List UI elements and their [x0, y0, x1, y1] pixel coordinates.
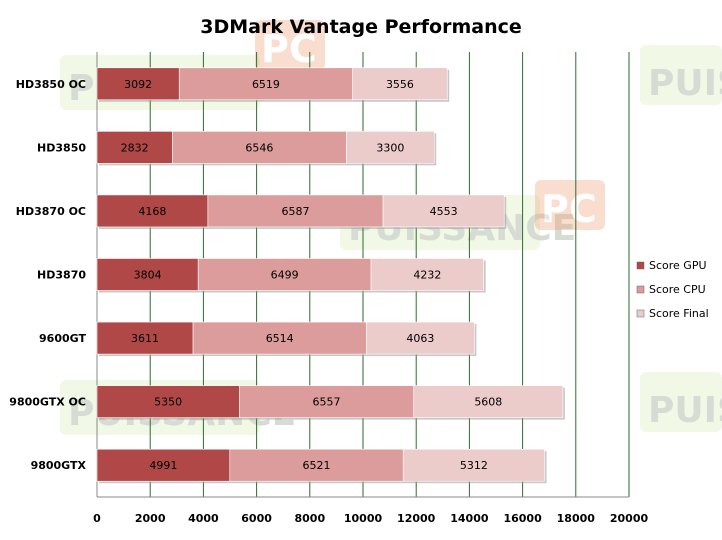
- x-tick-label: 12000: [397, 512, 436, 525]
- bar: [96, 131, 173, 164]
- bar: [96, 194, 209, 228]
- watermark-text: PUIS: [648, 390, 722, 431]
- legend: Score GPU Score CPU Score Final: [636, 259, 709, 320]
- bar-value-label: 3092: [124, 78, 152, 91]
- watermark-partial-1: PUIS: [640, 45, 722, 105]
- watermark-pc-box: [255, 20, 325, 70]
- x-tick-label: 16000: [503, 512, 542, 525]
- x-tick-label: 18000: [557, 512, 596, 525]
- legend-label: Score CPU: [649, 283, 706, 296]
- x-tick-label: 2000: [135, 512, 166, 525]
- watermark-pc-text: PC: [261, 27, 317, 71]
- bar-value-label: 6519: [252, 78, 280, 91]
- bar: [382, 194, 505, 228]
- category-labels: HD3850 OC HD3850 HD3870 OC HD3870 9600GT 9800…: [9, 78, 86, 472]
- bar-value-label: 4168: [138, 205, 166, 218]
- bar: [172, 131, 347, 164]
- chart-title: 3DMark Vantage Performance: [200, 16, 522, 38]
- x-tick-label: 6000: [241, 512, 272, 525]
- watermark-pc-1: PC: [255, 20, 325, 71]
- category-label: HD3870: [37, 269, 86, 282]
- bar: [413, 385, 564, 418]
- watermark-text: PUIS: [648, 63, 722, 104]
- legend-label: Score GPU: [649, 259, 707, 272]
- bar: [402, 448, 545, 482]
- legend-swatch: [636, 261, 645, 270]
- watermark-pc-text: PC: [541, 187, 597, 231]
- bar: [96, 258, 199, 291]
- legend-label: Score Final: [649, 307, 709, 320]
- watermark-pc-box: [535, 180, 605, 230]
- bar: [207, 194, 384, 228]
- bar-value-label: 4991: [149, 459, 177, 472]
- watermark-partial-2: PUIS: [640, 372, 722, 432]
- category-label: 9800GTX: [31, 459, 87, 472]
- bar: [229, 448, 404, 482]
- bar: [197, 258, 372, 291]
- x-tick-label: 0: [93, 512, 101, 525]
- category-label: HD3870 OC: [16, 205, 86, 218]
- bar-value-label: 6514: [266, 332, 294, 345]
- bar: [352, 67, 448, 101]
- bar-value-label: 4232: [413, 269, 441, 282]
- bar-value-label: 3300: [376, 141, 404, 154]
- x-tick-label: 20000: [610, 512, 649, 525]
- bars: 3092 6519 3556 2832 6546 3300 4168 6587 4553 3804…: [96, 67, 565, 484]
- watermark-box: [640, 372, 722, 432]
- category-label: HD3850 OC: [16, 78, 86, 91]
- category-label: 9800GTX OC: [9, 396, 86, 409]
- watermark-pc-2: PC: [535, 180, 605, 231]
- bar-value-label: 6546: [245, 141, 273, 154]
- bar-value-label: 6587: [281, 205, 309, 218]
- bar: [96, 385, 240, 418]
- category-label: 9600GT: [39, 332, 86, 345]
- bar-value-label: 5350: [154, 396, 182, 409]
- legend-swatch: [636, 309, 645, 318]
- bar-value-label: 3804: [134, 269, 162, 282]
- watermark-box: [640, 45, 722, 105]
- bar: [346, 131, 435, 164]
- x-tick-label: 14000: [450, 512, 489, 525]
- x-tick-label: 10000: [344, 512, 383, 525]
- category-label: HD3850: [37, 141, 86, 154]
- bar-value-label: 2832: [121, 141, 149, 154]
- bar: [192, 321, 367, 355]
- bar-value-label: 6499: [271, 269, 299, 282]
- x-tick-label: 8000: [294, 512, 325, 525]
- legend-swatch: [636, 285, 645, 294]
- bar-value-label: 4553: [430, 205, 458, 218]
- bar-value-label: 5608: [474, 396, 502, 409]
- bar-value-label: 6521: [302, 459, 330, 472]
- bar-value-label: 3556: [386, 78, 414, 91]
- bar-value-label: 6557: [313, 396, 341, 409]
- bar-value-label: 3611: [131, 332, 159, 345]
- bar: [370, 258, 484, 291]
- bar: [96, 67, 180, 101]
- bar-value-label: 5312: [460, 459, 488, 472]
- bar: [239, 385, 415, 418]
- bar: [366, 321, 475, 355]
- bar-value-label: 4063: [406, 332, 434, 345]
- bar: [96, 321, 194, 355]
- x-axis-tick-labels: 0 2000 4000 6000 8000 10000 12000 14000 16000 180…: [93, 512, 648, 525]
- x-tick-label: 4000: [188, 512, 219, 525]
